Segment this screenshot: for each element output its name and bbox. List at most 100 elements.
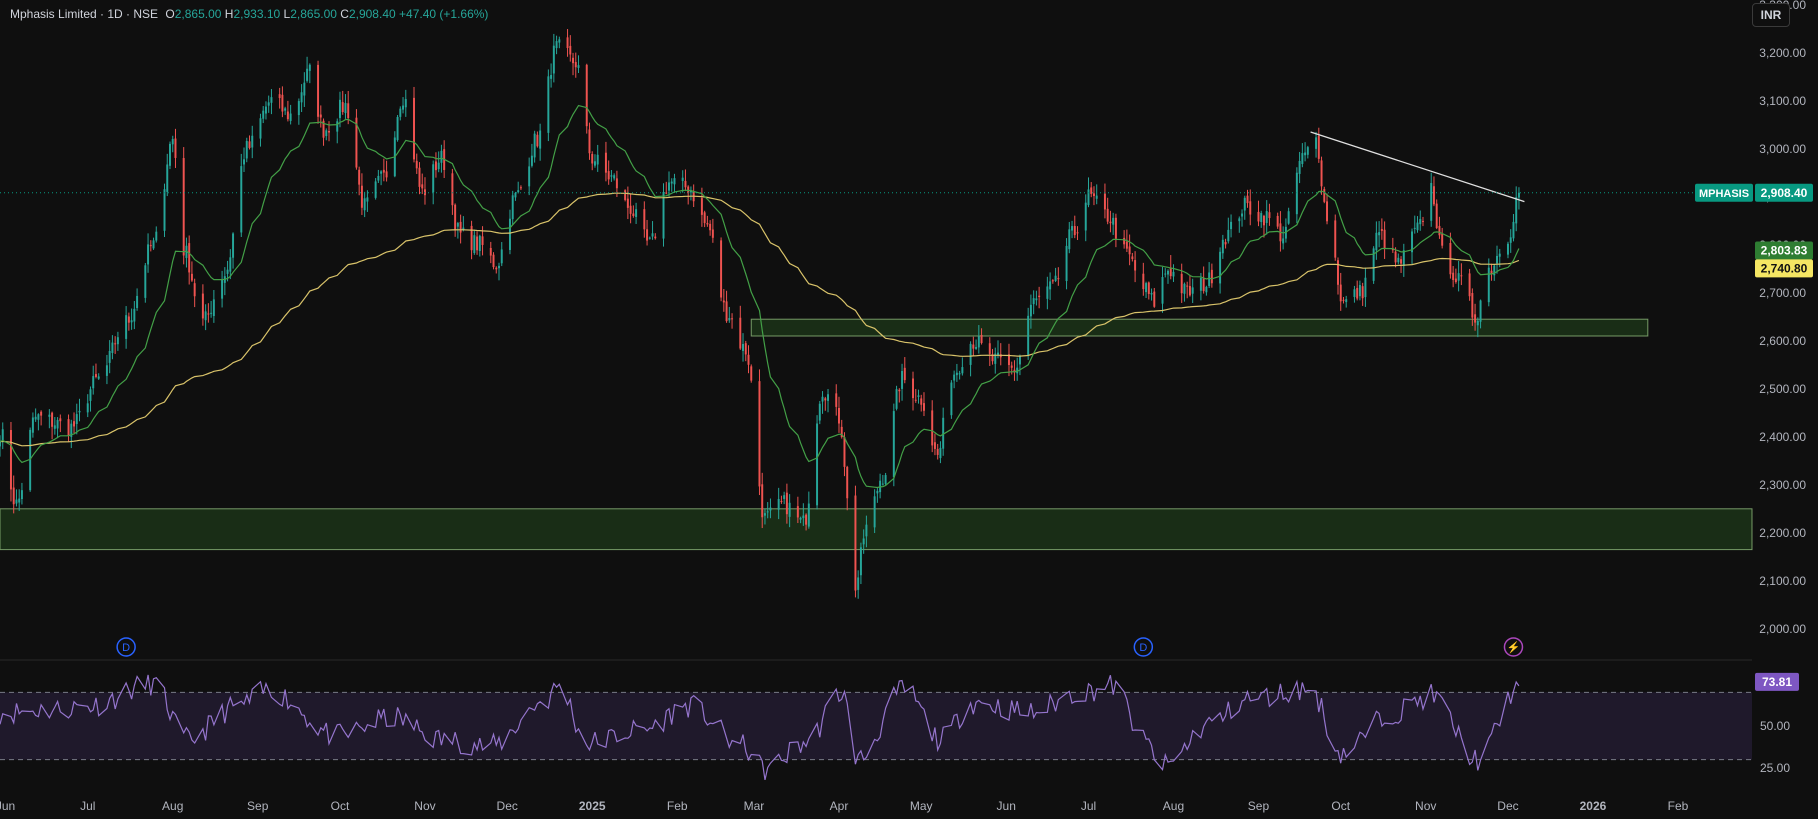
candle-body	[1038, 295, 1041, 297]
candle	[816, 415, 819, 510]
candle	[1517, 187, 1520, 210]
candle	[862, 529, 865, 554]
candle-body	[1068, 229, 1071, 250]
candle	[931, 400, 934, 453]
candle-body	[382, 169, 385, 173]
candle-body	[997, 352, 999, 356]
candle	[259, 113, 262, 147]
candle	[393, 131, 396, 178]
candle	[97, 373, 100, 380]
price-tick-label: 2,000.00	[1759, 622, 1806, 636]
candle-body	[366, 197, 369, 202]
candle	[171, 135, 174, 153]
candle-body	[961, 367, 964, 374]
candle	[840, 419, 843, 439]
candle-body	[171, 139, 174, 145]
support-zone-2[interactable]	[750, 318, 1649, 337]
candle-body	[846, 466, 849, 499]
ema-fast-line[interactable]	[0, 104, 1520, 489]
candle	[1397, 253, 1400, 265]
candle	[857, 570, 860, 599]
candle-body	[341, 102, 344, 113]
symbol-title[interactable]: Mphasis Limited · 1D · NSE	[10, 7, 159, 21]
candle-body	[709, 223, 712, 231]
support-zone-1[interactable]	[0, 508, 1753, 551]
candle-body	[1512, 221, 1515, 239]
candle	[1287, 207, 1290, 225]
candle	[114, 336, 117, 354]
candle	[569, 35, 572, 62]
trendline[interactable]	[1310, 131, 1525, 203]
candle	[1276, 212, 1279, 229]
candle	[86, 394, 89, 418]
candle	[1411, 228, 1414, 265]
candle-body	[1035, 298, 1038, 301]
candle-body	[190, 273, 193, 281]
candle	[210, 300, 213, 318]
candle-body	[1452, 272, 1455, 280]
candle	[317, 60, 320, 124]
candle-body	[1506, 243, 1509, 255]
candle-body	[149, 245, 152, 247]
candle-body	[958, 373, 961, 375]
time-tick-label: Nov	[414, 799, 435, 813]
candle	[876, 488, 879, 503]
candle-body	[722, 300, 725, 303]
symbol-price-tag-bg	[1695, 183, 1753, 202]
candle-body	[917, 395, 920, 397]
candle-body	[835, 393, 838, 407]
time-tick-label: Jul	[80, 799, 95, 813]
dividend-event-icon[interactable]: D	[1133, 637, 1154, 657]
event-marker-circle	[1503, 637, 1524, 657]
candle	[514, 191, 517, 201]
candle	[51, 411, 54, 440]
candle	[358, 166, 361, 196]
time-axis[interactable]: Jun Jul Aug Sep Oct Nov Dec 2025 Feb Mar Apr May Jun…	[0, 799, 1689, 813]
candle-body	[297, 101, 300, 116]
candle	[654, 233, 657, 240]
candle	[1476, 317, 1479, 338]
candle-body	[451, 173, 454, 206]
candle-body	[761, 484, 764, 518]
time-tick-label: Apr	[830, 799, 849, 813]
event-marker-circle	[116, 637, 136, 657]
candle-body	[262, 110, 265, 119]
rsi-axis[interactable]: 25.00 50.00	[1760, 719, 1790, 775]
time-tick-label: May	[910, 799, 933, 813]
candle-body	[37, 414, 40, 420]
candle-body	[127, 316, 130, 323]
ema-slow-line[interactable]	[0, 192, 1520, 447]
price-tick-label: 3,200.00	[1759, 46, 1806, 60]
currency-button[interactable]: INR	[1752, 3, 1790, 27]
candle	[451, 168, 454, 215]
candle-body	[125, 315, 128, 339]
candle	[1419, 210, 1422, 231]
candle	[1394, 247, 1397, 268]
candle-body	[1342, 299, 1345, 301]
candle	[1380, 218, 1383, 240]
flash-event-icon[interactable]: ⚡	[1503, 637, 1524, 657]
candle-body	[552, 45, 555, 74]
candle	[1164, 268, 1167, 278]
candle-body	[624, 190, 627, 200]
dividend-event-icon[interactable]: D	[116, 637, 136, 657]
candle	[1375, 221, 1378, 260]
candle	[942, 407, 945, 456]
candle-body	[399, 108, 402, 117]
candle	[1243, 195, 1246, 220]
candle	[149, 240, 152, 252]
candle-body	[816, 423, 819, 506]
candle-body	[1007, 354, 1010, 365]
candle	[1183, 282, 1186, 302]
rsi-line[interactable]	[0, 674, 1520, 781]
candle	[1430, 172, 1433, 227]
candle	[566, 29, 569, 57]
candle	[574, 52, 577, 78]
candle	[1452, 266, 1455, 288]
candle	[147, 233, 150, 273]
candle	[31, 412, 34, 438]
candle-body	[188, 243, 191, 273]
candle	[402, 97, 405, 114]
candle-body	[728, 317, 731, 321]
